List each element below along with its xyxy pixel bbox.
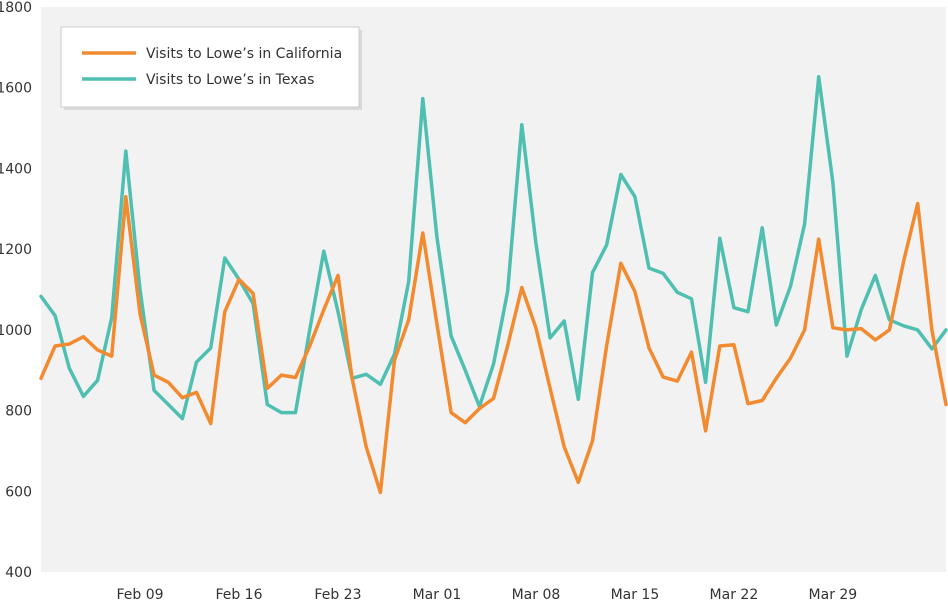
y-tick-label: 800 [5,404,32,420]
legend-entry: Visits to Lowe’s in California [146,46,342,62]
x-tick-label: Mar 29 [809,587,858,600]
y-tick-label: 1000 [0,323,32,339]
series-line-california [39,194,948,495]
y-tick-label: 600 [5,484,32,500]
y-tick-label: 400 [5,565,32,581]
x-tick-label: Mar 01 [413,587,462,600]
legend-entry: Visits to Lowe’s in Texas [146,72,314,88]
x-tick-label: Mar 15 [611,587,660,600]
x-tick-label: Feb 16 [215,587,262,600]
y-axis-ticks: 400 600 800 1000 1200 1400 1600 1800 [0,0,32,581]
x-tick-label: Feb 23 [314,587,361,600]
x-tick-label: Feb 09 [116,587,163,600]
y-tick-label: 1200 [0,242,32,258]
x-tick-label: Mar 08 [512,587,561,600]
y-tick-label: 1600 [0,81,32,97]
x-tick-label: Mar 22 [710,587,759,600]
legend: Visits to Lowe’s in California Visits to … [60,26,362,110]
x-axis-ticks: Feb 09 Feb 16 Feb 23 Mar 01 Mar 08 Mar 15 Mar … [116,587,857,600]
legend-box [60,26,360,108]
series-layer [39,75,948,495]
series-line-texas [39,75,948,421]
y-tick-label: 1800 [0,0,32,16]
y-tick-label: 1400 [0,161,32,177]
